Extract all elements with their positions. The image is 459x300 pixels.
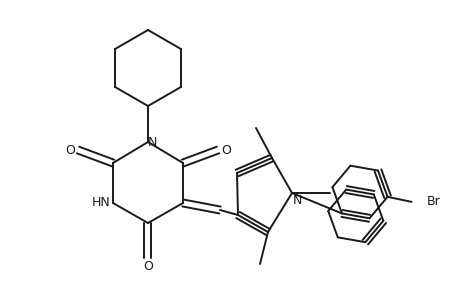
- Text: HN: HN: [91, 196, 110, 209]
- Text: Br: Br: [426, 195, 439, 208]
- Text: O: O: [143, 260, 152, 272]
- Text: O: O: [221, 143, 230, 157]
- Text: N: N: [291, 194, 301, 208]
- Text: N: N: [147, 136, 157, 148]
- Text: O: O: [65, 143, 75, 157]
